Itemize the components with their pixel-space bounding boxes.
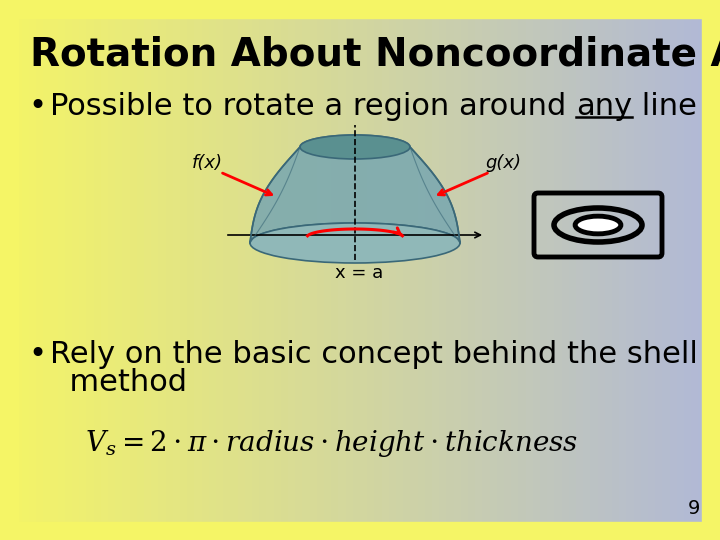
Bar <box>0 522 720 540</box>
Text: •: • <box>28 92 46 121</box>
Text: f(x): f(x) <box>192 154 222 172</box>
Polygon shape <box>250 135 460 243</box>
Bar <box>0 0 18 540</box>
Ellipse shape <box>250 223 460 263</box>
Text: g(x): g(x) <box>485 154 521 172</box>
Text: x = a: x = a <box>335 264 383 282</box>
Text: method: method <box>50 368 187 397</box>
Text: 9: 9 <box>688 499 700 518</box>
Text: $V_s = 2 \cdot \pi \cdot radius \cdot height \cdot thickness$: $V_s = 2 \cdot \pi \cdot radius \cdot he… <box>85 428 578 459</box>
Text: •: • <box>28 340 46 369</box>
Ellipse shape <box>300 135 410 159</box>
Text: any: any <box>576 92 632 121</box>
Bar <box>0 0 720 18</box>
Text: line: line <box>632 92 697 121</box>
Text: Rotation About Noncoordinate Axis: Rotation About Noncoordinate Axis <box>30 35 720 73</box>
Text: Rely on the basic concept behind the shell: Rely on the basic concept behind the she… <box>50 340 698 369</box>
Bar <box>702 0 720 540</box>
Text: Possible to rotate a region around: Possible to rotate a region around <box>50 92 576 121</box>
Ellipse shape <box>575 216 621 234</box>
